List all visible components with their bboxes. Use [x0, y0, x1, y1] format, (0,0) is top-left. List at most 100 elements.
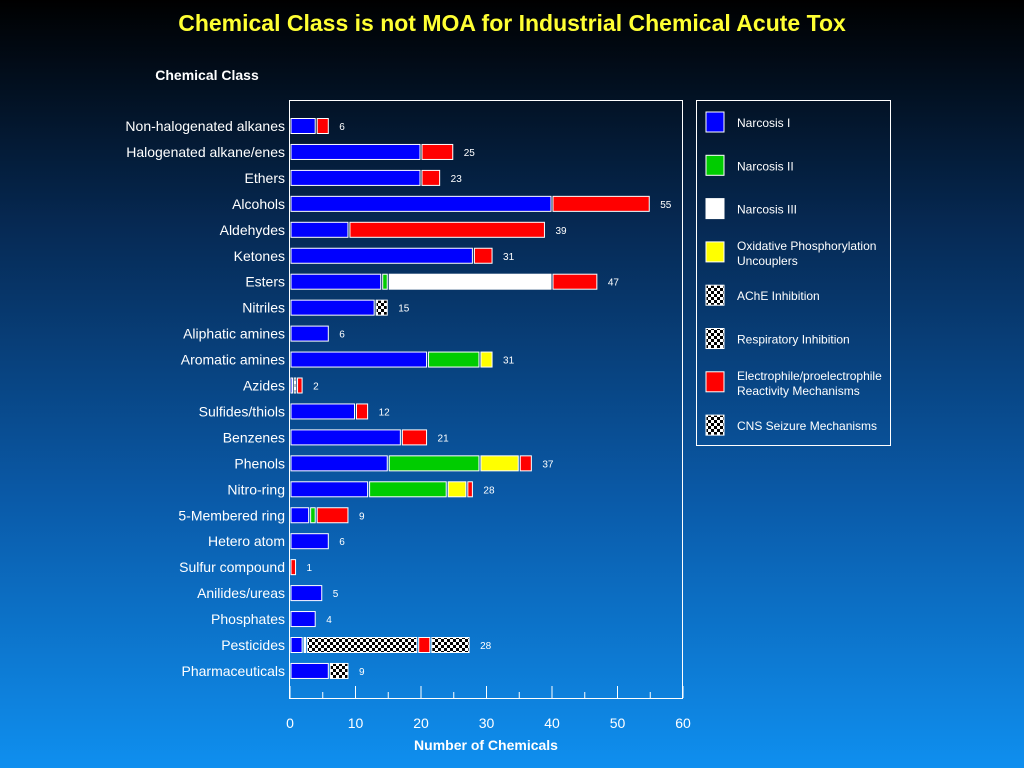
- x-tick-label: 0: [286, 715, 294, 731]
- x-tick-label: 30: [479, 715, 495, 731]
- bar-segment-narcosis-i: [290, 299, 375, 316]
- x-tick-label: 60: [675, 715, 691, 731]
- category-axis-title: Chemical Class: [155, 67, 259, 83]
- total-label: 47: [608, 278, 620, 289]
- category-label: Aldehydes: [220, 222, 285, 238]
- category-label: Aromatic amines: [181, 352, 285, 368]
- bar-segment-narcosis-i: [290, 273, 382, 290]
- category-label: Sulfides/thiols: [199, 403, 285, 419]
- category-label: Ketones: [234, 248, 285, 264]
- slide-title: Chemical Class is not MOA for Industrial…: [178, 10, 846, 36]
- bar-segment-narcosis-i: [290, 533, 329, 550]
- total-label: 9: [359, 667, 365, 678]
- total-label: 1: [307, 563, 313, 574]
- bar-segment-electrophile-proelectrophile-reactivity-mechanisms: [552, 195, 650, 212]
- legend-label: Narcosis I: [737, 116, 790, 130]
- category-label: Esters: [245, 274, 285, 290]
- total-label: 9: [359, 511, 365, 522]
- bar-segment-oxidative-phosphorylation-uncouplers: [447, 481, 467, 498]
- total-label: 12: [379, 407, 391, 418]
- bars: [290, 118, 650, 679]
- total-label: 4: [326, 615, 332, 626]
- x-tick-label: 40: [544, 715, 560, 731]
- total-label: 31: [503, 356, 515, 367]
- total-label: 55: [660, 200, 672, 211]
- legend-swatch-cns-seizure-mechanisms: [705, 414, 725, 436]
- category-label: Alcohols: [232, 196, 285, 212]
- category-label: Nitro-ring: [227, 481, 285, 497]
- bar-segment-electrophile-proelectrophile-reactivity-mechanisms: [421, 143, 454, 160]
- total-label: 25: [464, 148, 476, 159]
- bar-segment-narcosis-i: [290, 143, 421, 160]
- legend-swatch-electrophile-proelectrophile-reactivity-mechanisms: [705, 371, 725, 393]
- category-label: Ethers: [245, 170, 285, 186]
- bar-segment-oxidative-phosphorylation-uncouplers: [480, 455, 519, 472]
- bar-segment-narcosis-i: [290, 221, 349, 238]
- legend-swatch-narcosis-iii: [705, 198, 725, 220]
- bar-segment-narcosis-i: [290, 247, 473, 264]
- legend-label: Uncouplers: [737, 254, 798, 268]
- bar-segment-respiratory-inhibition: [375, 299, 388, 316]
- total-label: 21: [438, 433, 450, 444]
- total-label: 39: [555, 226, 567, 237]
- bar-segment-electrophile-proelectrophile-reactivity-mechanisms: [467, 481, 473, 498]
- bar-segment-narcosis-i: [290, 429, 401, 446]
- bar-segment-narcosis-i: [290, 169, 421, 186]
- bar-segment-narcosis-i: [290, 585, 323, 602]
- legend-swatch-narcosis-ii: [705, 154, 725, 176]
- bar-segment-narcosis-i: [290, 118, 316, 134]
- bar-segment-narcosis-i: [290, 481, 369, 498]
- category-label: Aliphatic amines: [183, 326, 285, 342]
- legend-label: Narcosis III: [737, 203, 797, 217]
- category-label: Nitriles: [242, 300, 285, 316]
- category-label: Phenols: [234, 455, 285, 471]
- category-label: Halogenated alkane/enes: [126, 144, 285, 160]
- bar-segment-narcosis-iii: [303, 637, 307, 653]
- category-label: 5-Membered ring: [178, 507, 285, 523]
- legend-label: Reactivity Mechanisms: [737, 384, 860, 398]
- x-axis-ticks: 0 10 20 30 40 50 60: [286, 686, 691, 731]
- total-label: 6: [339, 330, 345, 341]
- category-label: Phosphates: [211, 611, 285, 627]
- x-tick-label: 50: [610, 715, 626, 731]
- bar-segment-electrophile-proelectrophile-reactivity-mechanisms: [519, 455, 532, 472]
- bar-segment-electrophile-proelectrophile-reactivity-mechanisms: [401, 429, 428, 446]
- category-label: Pesticides: [221, 637, 285, 653]
- bar-segment-electrophile-proelectrophile-reactivity-mechanisms: [552, 273, 598, 290]
- bar-segment-narcosis-ii: [388, 455, 480, 472]
- legend-box: [696, 100, 891, 446]
- total-label: 6: [339, 122, 345, 133]
- bar-segment-electrophile-proelectrophile-reactivity-mechanisms: [316, 118, 329, 134]
- legend-swatch-narcosis-i: [705, 111, 725, 133]
- category-labels: Non-halogenated alkanes Halogenated alkan…: [125, 118, 285, 679]
- plot-area: [289, 100, 683, 699]
- legend-label: Respiratory Inhibition: [737, 333, 850, 347]
- total-label: 15: [398, 304, 410, 315]
- bar-segment-narcosis-i: [290, 662, 329, 679]
- bar-segment-narcosis-i: [290, 611, 316, 628]
- bar-segment-narcosis-ii: [310, 507, 316, 524]
- bar-segment-ache-inhibition: [306, 637, 418, 653]
- category-label: Sulfur compound: [179, 559, 285, 575]
- bar-segment-narcosis-i: [290, 195, 552, 212]
- bar-segment-narcosis-i: [290, 351, 428, 368]
- bar-segment-electrophile-proelectrophile-reactivity-mechanisms: [316, 507, 349, 524]
- bar-segment-narcosis-i: [290, 325, 329, 342]
- bar-segment-electrophile-proelectrophile-reactivity-mechanisms: [473, 247, 493, 264]
- bar-segment-electrophile-proelectrophile-reactivity-mechanisms: [418, 637, 431, 653]
- bar-segment-narcosis-i: [290, 507, 310, 524]
- category-label: Anilides/ureas: [197, 585, 285, 601]
- bar-segment-narcosis-ii: [428, 351, 480, 368]
- legend-swatch-respiratory-inhibition: [705, 328, 725, 349]
- category-label: Azides: [243, 378, 285, 394]
- total-label: 28: [480, 641, 492, 652]
- legend-label: Oxidative Phosphorylation: [737, 239, 876, 253]
- total-label: 28: [483, 485, 495, 496]
- total-label: 6: [339, 537, 345, 548]
- category-label: Benzenes: [223, 429, 285, 445]
- category-label: Pharmaceuticals: [182, 663, 286, 679]
- bar-segment-respiratory-inhibition: [293, 377, 297, 394]
- bar-segment-electrophile-proelectrophile-reactivity-mechanisms: [421, 169, 441, 186]
